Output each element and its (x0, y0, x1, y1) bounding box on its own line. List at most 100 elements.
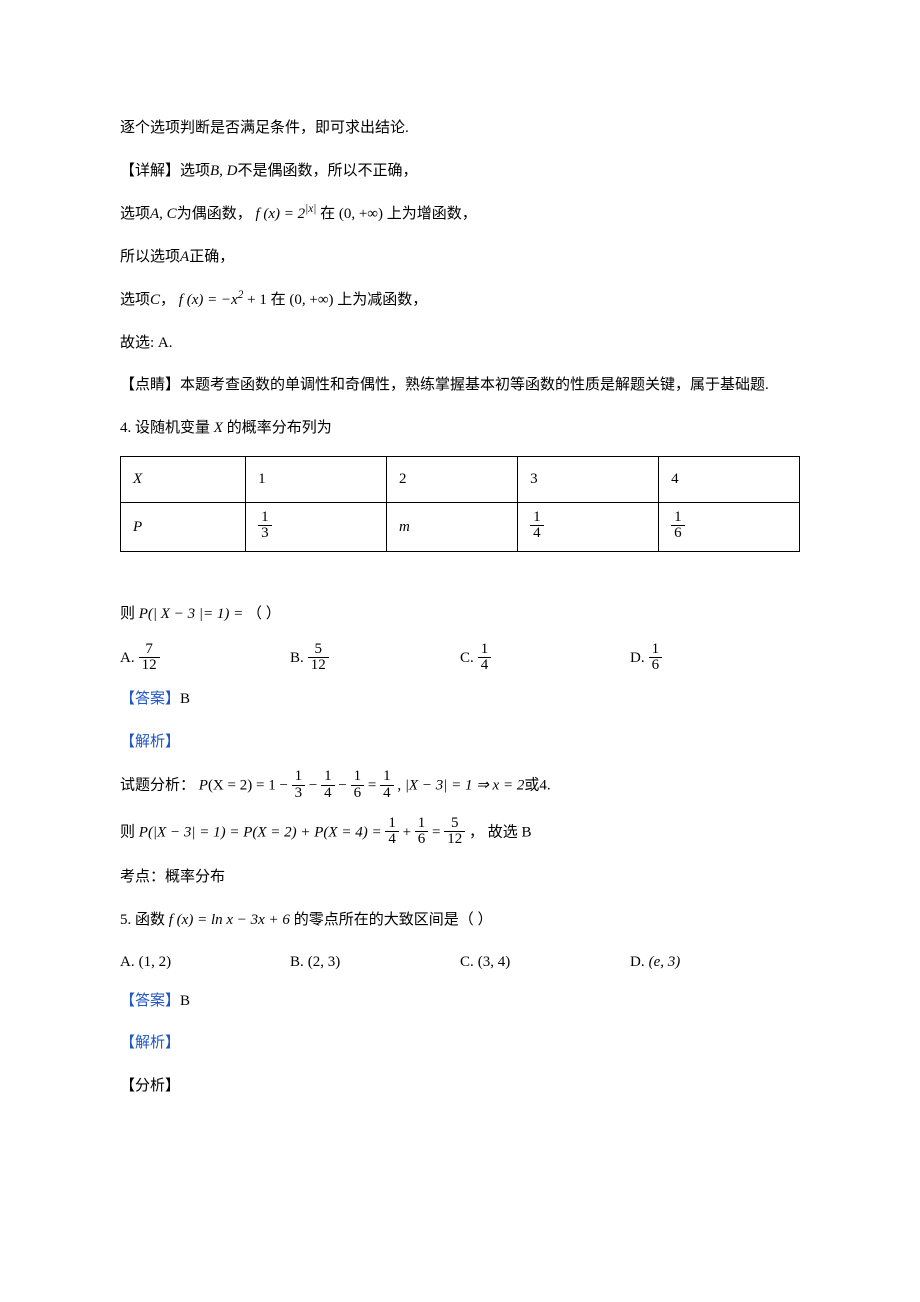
num: 1 (351, 769, 365, 786)
q5-options: A.(1, 2) B.(2, 3) C.(3, 4) D.(e, 3) (120, 948, 800, 977)
fraction: 13 (292, 769, 306, 802)
text: 不是偶函数，所以不正确， (238, 163, 418, 179)
q4-answer: 【答案】B (120, 685, 800, 714)
probability-table: X 1 2 3 4 P 13 m 14 16 (120, 456, 800, 552)
q5-answer: 【答案】B (120, 987, 800, 1016)
den: 6 (415, 832, 429, 848)
den: 4 (321, 786, 335, 802)
opt-text: (e, 3) (649, 954, 681, 970)
option-d: D.16 (630, 643, 800, 676)
opt-label: D. (630, 650, 645, 666)
den: 4 (380, 786, 394, 802)
para-opt-a-correct: 所以选项A正确， (120, 243, 800, 272)
den: 6 (671, 526, 685, 542)
den: 4 (478, 658, 492, 674)
opt-text: (1, 2) (139, 954, 172, 970)
answer-label: 【答案】 (120, 691, 180, 707)
answer-value: B (180, 691, 190, 707)
fraction: 512 (308, 642, 329, 675)
text: ， (160, 292, 175, 308)
cell: 2 (386, 457, 517, 503)
den: 4 (385, 832, 399, 848)
math: − (309, 778, 321, 794)
answer-label: 【答案】 (120, 993, 180, 1009)
text: 则 (120, 824, 135, 840)
para-dianqing: 【点睛】本题考查函数的单调性和奇偶性，熟练掌握基本初等函数的性质是解题关键，属于… (120, 371, 800, 400)
math: 4. (539, 778, 550, 794)
math: − (338, 778, 350, 794)
num: 1 (258, 510, 272, 527)
opt-text: (2, 3) (308, 954, 341, 970)
text: 考点：概率分布 (120, 869, 225, 885)
num: 1 (530, 510, 544, 527)
fraction: 16 (649, 642, 663, 675)
text: 【解析】 (120, 734, 180, 750)
math: , (397, 778, 405, 794)
fraction: 14 (530, 510, 544, 543)
text: 正确， (189, 249, 234, 265)
text: 所以选项 (120, 249, 180, 265)
cell: 3 (518, 457, 659, 503)
jiexi-label: 【解析】 (120, 1029, 800, 1058)
opt-text: (3, 4) (478, 954, 511, 970)
math: f (x) = ln x − 3x + 6 (169, 912, 290, 928)
num: 1 (415, 816, 429, 833)
para-opt-c: 选项C， f (x) = −x2 + 1 在 (0, +∞) 上为减函数， (120, 285, 800, 315)
plus: + 1 (243, 292, 266, 308)
opt-label: A. (120, 954, 135, 970)
den: 6 (351, 786, 365, 802)
den: 12 (308, 658, 329, 674)
cell: 4 (659, 457, 800, 503)
text: ， 故选 B (469, 824, 532, 840)
math: = (368, 778, 380, 794)
cell: m (386, 502, 517, 552)
text: 故选: A. (120, 335, 173, 351)
text: 【点睛】本题考查函数的单调性和奇偶性，熟练掌握基本初等函数的性质是解题关键，属于… (120, 377, 769, 393)
q4-stem: 4. 设随机变量 X 的概率分布列为 (120, 414, 800, 443)
opt-label: B. (290, 650, 304, 666)
fx: f (x) = −x (179, 292, 238, 308)
num: 1 (478, 642, 492, 659)
fraction: 14 (380, 769, 394, 802)
opt-label: A. (120, 650, 135, 666)
opt-label: C. (460, 650, 474, 666)
option-c: C.14 (460, 643, 630, 676)
answer-value: B (180, 993, 190, 1009)
math-expr: f (x) = 2|x| (255, 206, 316, 222)
q4-analysis-1: 试题分析： P(X = 2) = 1 − 13 − 14 − 16 = 14 ,… (120, 770, 800, 803)
math: B, D (210, 163, 238, 179)
fraction: 16 (671, 510, 685, 543)
jiexi-label: 【解析】 (120, 728, 800, 757)
num: 1 (321, 769, 335, 786)
para-intro: 逐个选项判断是否满足条件，即可求出结论. (120, 114, 800, 143)
fraction: 13 (258, 510, 272, 543)
cell: 16 (659, 502, 800, 552)
den: 6 (649, 658, 663, 674)
num: 5 (308, 642, 329, 659)
fraction: 14 (385, 816, 399, 849)
q4-question: 则 P(| X − 3 |= 1) = （ ） (120, 600, 800, 629)
den: 12 (139, 658, 160, 674)
math: P (139, 824, 148, 840)
math: |X − 3| = 1 ⇒ x = 2 (405, 778, 525, 794)
den: 12 (444, 832, 465, 848)
table-row: X 1 2 3 4 (121, 457, 800, 503)
fraction: 512 (444, 816, 465, 849)
den: 3 (292, 786, 306, 802)
fraction: 14 (478, 642, 492, 675)
cell: 13 (246, 502, 387, 552)
interval: (0, +∞) (339, 206, 383, 222)
para-opt-ac: 选项A, C为偶函数， f (x) = 2|x| 在 (0, +∞) 上为增函数… (120, 199, 800, 229)
para-detail: 【详解】选项B, D不是偶函数，所以不正确， (120, 157, 800, 186)
math: (|X − 3| = 1) = P(X = 2) + P(X = 4) = (148, 824, 385, 840)
num: 1 (292, 769, 306, 786)
text: 【详解】选项 (120, 163, 210, 179)
opt-label: C. (460, 954, 474, 970)
text: 选项 (120, 292, 150, 308)
fenxi-label: 【分析】 (120, 1072, 800, 1101)
option-a: A.712 (120, 643, 290, 676)
math: = 1 − (252, 778, 291, 794)
num: 5 (444, 816, 465, 833)
option-b: B.512 (290, 643, 460, 676)
math-expr: f (x) = −x2 + 1 (179, 292, 267, 308)
